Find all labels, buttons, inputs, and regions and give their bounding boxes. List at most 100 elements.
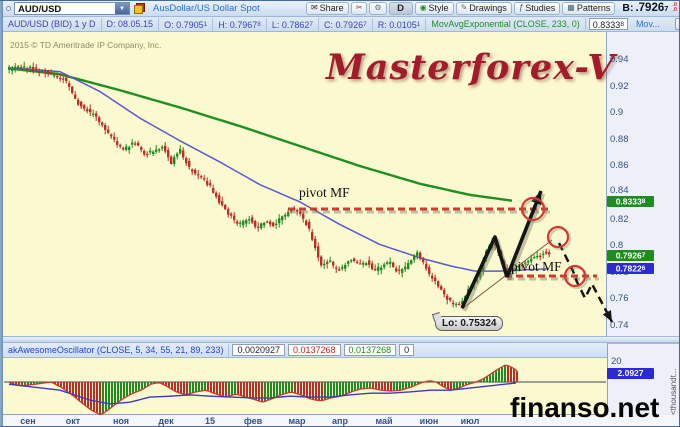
price-badge: 0.78226 — [607, 262, 654, 274]
low-fraction: 7 — [309, 20, 314, 28]
study-value-fraction: 8 — [620, 21, 624, 28]
oscillator-value-3: 0.0137268 — [343, 344, 397, 356]
study-value: 0.8333 — [592, 20, 621, 30]
gear-icon: ⚙ — [374, 3, 382, 12]
bid-value: .7926 — [635, 2, 665, 14]
drawings-button[interactable]: ✎ Drawings — [455, 1, 512, 15]
month-label: июн — [419, 416, 439, 426]
price-axis-label: 0.92 — [610, 81, 629, 92]
symbol-combobox[interactable]: AUD/USD ▼ — [14, 1, 130, 15]
low-cell: L: 0.78627 — [267, 17, 320, 31]
oscillator-header: akAwesomeOscillator (CLOSE, 5, 34, 55, 2… — [3, 343, 607, 358]
snip-button[interactable]: ✂ — [350, 1, 368, 15]
month-label: фев — [243, 416, 263, 426]
high-fraction: 8 — [257, 20, 261, 28]
quote-data-row: AUD/USD (BID) 1 y D D: 08.05.15 O: 0.790… — [3, 17, 680, 32]
bid-quote: B: .7926 7 — [622, 2, 668, 14]
close-fraction: 7 — [363, 20, 367, 28]
study-next-label[interactable]: Mov... — [635, 18, 660, 29]
month-label: апр — [332, 416, 348, 426]
range-cell: R: 0.01051 — [373, 17, 427, 31]
open-cell: O: 0.79051 — [159, 17, 214, 31]
oscillator-value-1: 0.0020927 — [232, 344, 285, 356]
close-cell: C: 0.79267 — [319, 17, 373, 31]
style-icon: ◉ — [419, 3, 427, 12]
share-button[interactable]: ✉ Share — [305, 1, 349, 15]
date-cell: D: 08.05.15 — [102, 17, 160, 31]
month-label: 15 — [204, 416, 215, 426]
style-label: Style — [428, 3, 449, 13]
price-axis-label: 0.74 — [610, 320, 629, 331]
share-icon: ✉ — [310, 3, 318, 12]
pane-divider[interactable] — [3, 336, 680, 343]
range-fraction: 1 — [416, 20, 421, 28]
oscillator-value-4: 0 — [399, 344, 415, 356]
pivot-label-2: pivot MF — [511, 259, 562, 274]
open-fraction: 1 — [203, 20, 208, 28]
instrument-flag-icon — [134, 2, 145, 14]
price-badge: 0.83338 — [607, 195, 654, 207]
scissors-icon: ✂ — [355, 3, 363, 12]
drawings-label: Drawings — [469, 3, 507, 13]
high-value: H: 0.7967 — [218, 19, 258, 30]
price-axis-label: 0.76 — [610, 293, 629, 304]
patterns-label: Patterns — [576, 3, 611, 13]
oscillator-value-2: 0.0137268 — [288, 344, 341, 356]
studies-button[interactable]: ƒ Studies — [513, 1, 561, 15]
oscillator-value-badge: 2.0927 — [607, 368, 654, 379]
timeframe-label: D — [397, 2, 404, 14]
range-value: R: 0.0105 — [377, 19, 417, 30]
series-cell: AUD/USD (BID) 1 y D — [3, 17, 102, 31]
price-axis[interactable] — [606, 32, 680, 336]
price-axis-label: 0.94 — [610, 54, 629, 65]
window-left-border — [0, 0, 3, 427]
pencil-icon: ✎ — [460, 3, 468, 12]
bid-value-fraction: 7 — [664, 4, 669, 13]
oscillator-title[interactable]: akAwesomeOscillator (CLOSE, 5, 34, 55, 2… — [3, 343, 230, 357]
high-cell: H: 0.79678 — [213, 17, 267, 31]
price-badge: 0.79267 — [607, 249, 654, 261]
oscillator-axis-top-label: 20 — [611, 356, 622, 367]
spread-top: .0 — [672, 1, 677, 8]
timeframe-button[interactable]: D — [388, 1, 413, 15]
share-label: Share — [319, 3, 344, 13]
spread-indicator: .0 .0 — [672, 1, 677, 14]
month-label: сен — [20, 416, 36, 426]
open-value: O: 0.7905 — [164, 19, 204, 30]
month-label: ноя — [112, 416, 130, 426]
study-value-box: 0.83338 — [588, 18, 628, 30]
patterns-button[interactable]: ▦ Patterns — [562, 1, 616, 15]
patterns-icon: ▦ — [567, 3, 575, 12]
close-value: C: 0.7926 — [324, 19, 364, 30]
price-axis-label: 0.8 — [610, 240, 624, 251]
symbol-dropdown-icon[interactable]: ▼ — [115, 2, 129, 14]
pivot-label-1: pivot MF — [299, 185, 350, 200]
bid-label: B: — [622, 2, 634, 14]
status-dot — [6, 5, 11, 11]
symbol-value[interactable]: AUD/USD — [18, 3, 62, 15]
month-label: июл — [460, 416, 480, 426]
price-axis-label: 0.86 — [610, 160, 629, 171]
spread-bottom: .0 — [672, 7, 677, 13]
price-axis-label: 0.84 — [610, 185, 629, 196]
month-label: мар — [288, 416, 306, 426]
low-price-badge: Lo: 0.75324 — [435, 316, 504, 331]
price-axis-label: 0.9 — [610, 107, 624, 118]
price-axis-label: 0.82 — [610, 214, 629, 225]
study-label[interactable]: MovAvgExponential (CLOSE, 233, 0) — [426, 17, 586, 31]
time-axis[interactable] — [3, 415, 680, 427]
studies-label: Studies — [525, 3, 556, 13]
finanso-watermark: finanso.net — [510, 392, 660, 423]
oscillator-axis[interactable] — [607, 343, 680, 415]
low-value: L: 0.7862 — [271, 19, 310, 30]
month-label: май — [375, 416, 393, 426]
month-label: дек — [158, 416, 174, 426]
oscillator-unit-label: <thousandt... — [669, 368, 678, 415]
month-label: окт — [65, 416, 81, 426]
window-top-border — [0, 0, 680, 1]
masterforex-watermark: Masterforex-V — [326, 47, 616, 88]
style-button[interactable]: ◉ Style — [414, 1, 454, 15]
tools-button[interactable]: ⚙ — [369, 1, 387, 15]
price-axis-label: 0.88 — [610, 134, 629, 145]
